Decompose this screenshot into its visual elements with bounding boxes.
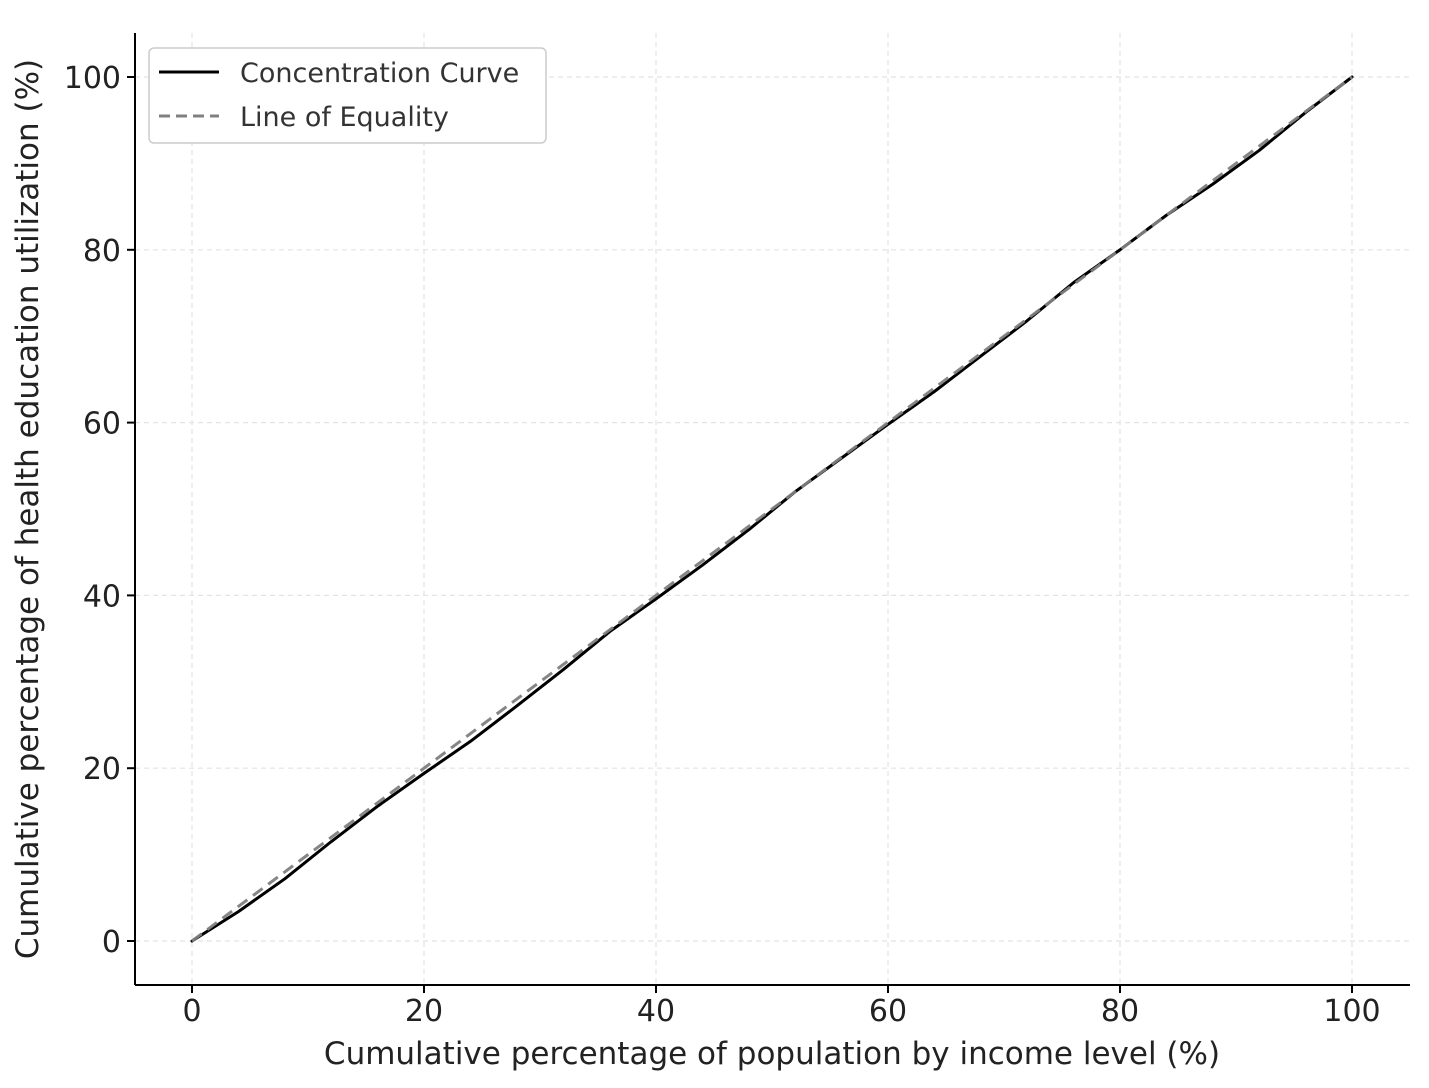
- y-tick-label: 80: [83, 234, 121, 269]
- x-tick-label: 100: [1323, 994, 1380, 1029]
- x-tick-label: 60: [869, 994, 907, 1029]
- legend-label-concentration-curve: Concentration Curve: [240, 58, 519, 89]
- series-line-line-of-equality: [191, 75, 1353, 943]
- grid-layer: [135, 33, 1410, 985]
- x-tick-label: 80: [1101, 994, 1139, 1029]
- x-tick-label: 20: [405, 994, 443, 1029]
- y-tick-label: 40: [83, 579, 121, 614]
- y-tick-label: 100: [64, 61, 121, 96]
- legend: Concentration Curve Line of Equality: [148, 47, 547, 144]
- y-tick-label: 20: [83, 752, 121, 787]
- x-axis-label: Cumulative percentage of population by i…: [324, 1036, 1220, 1072]
- ticks-layer: 0 20 40 60 80 100 0 20 40 60 80 100: [64, 61, 1381, 1029]
- axes-layer: [134, 33, 1410, 986]
- x-tick-label: 40: [637, 994, 675, 1029]
- y-axis-label: Cumulative percentage of health educatio…: [10, 59, 46, 959]
- y-tick-label: 60: [83, 407, 121, 442]
- series-layer: [190, 75, 1354, 943]
- legend-box: [148, 47, 547, 144]
- legend-label-line-of-equality: Line of Equality: [240, 102, 449, 133]
- x-tick-label: 0: [182, 994, 201, 1029]
- y-tick-label: 0: [102, 925, 121, 960]
